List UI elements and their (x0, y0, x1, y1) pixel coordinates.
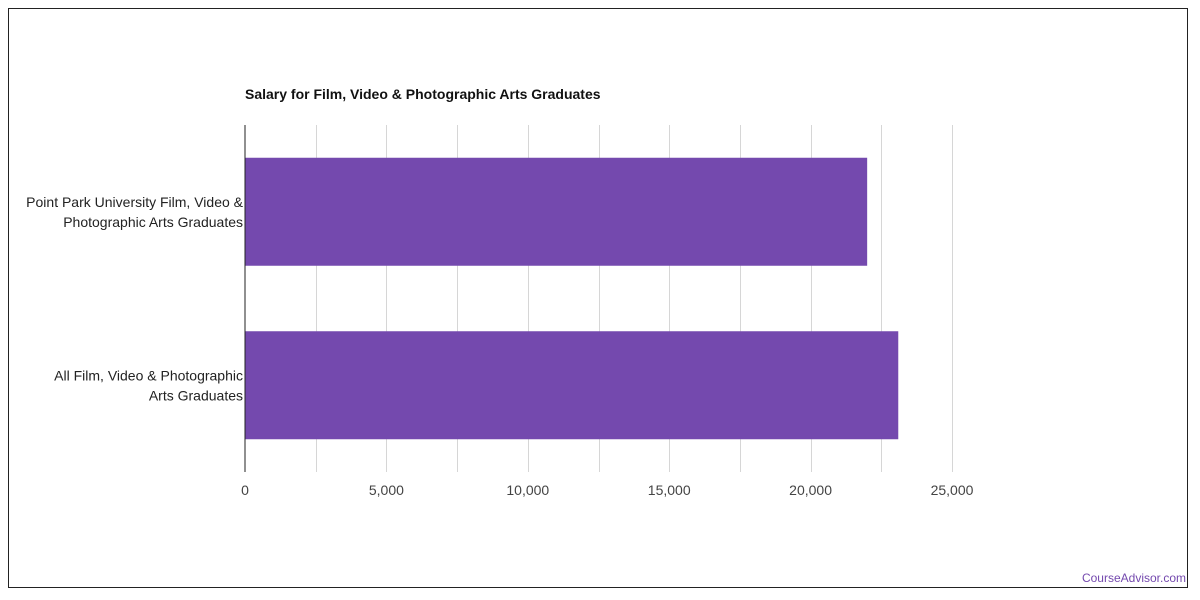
courseadvisor-credit-link[interactable]: CourseAdvisor.com (1081, 571, 1186, 585)
chart-frame (8, 8, 1188, 588)
x-tick-labels: 0 5,000 10,000 15,000 20,000 25,000 (241, 482, 974, 498)
x-tick-label: 10,000 (506, 482, 549, 498)
x-tick-label: 20,000 (789, 482, 832, 498)
bars (245, 157, 899, 440)
category-labels: Point Park University Film, Video & Photo… (26, 194, 243, 404)
bar[interactable] (245, 331, 899, 440)
category-label: All Film, Video & Photographic Arts Gradu… (54, 367, 243, 403)
category-label: Point Park University Film, Video & Photo… (26, 194, 243, 230)
category-label-line: Photographic Arts Graduates (63, 214, 243, 230)
x-tick-label: 25,000 (931, 482, 974, 498)
chart-title: Salary for Film, Video & Photographic Ar… (245, 86, 601, 102)
x-tick-label: 0 (241, 482, 249, 498)
category-label-line: All Film, Video & Photographic (54, 367, 243, 383)
category-label-line: Point Park University Film, Video & (26, 194, 243, 210)
category-label-line: Arts Graduates (149, 387, 243, 403)
bar[interactable] (245, 157, 868, 266)
x-tick-label: 5,000 (369, 482, 404, 498)
x-tick-label: 15,000 (648, 482, 691, 498)
